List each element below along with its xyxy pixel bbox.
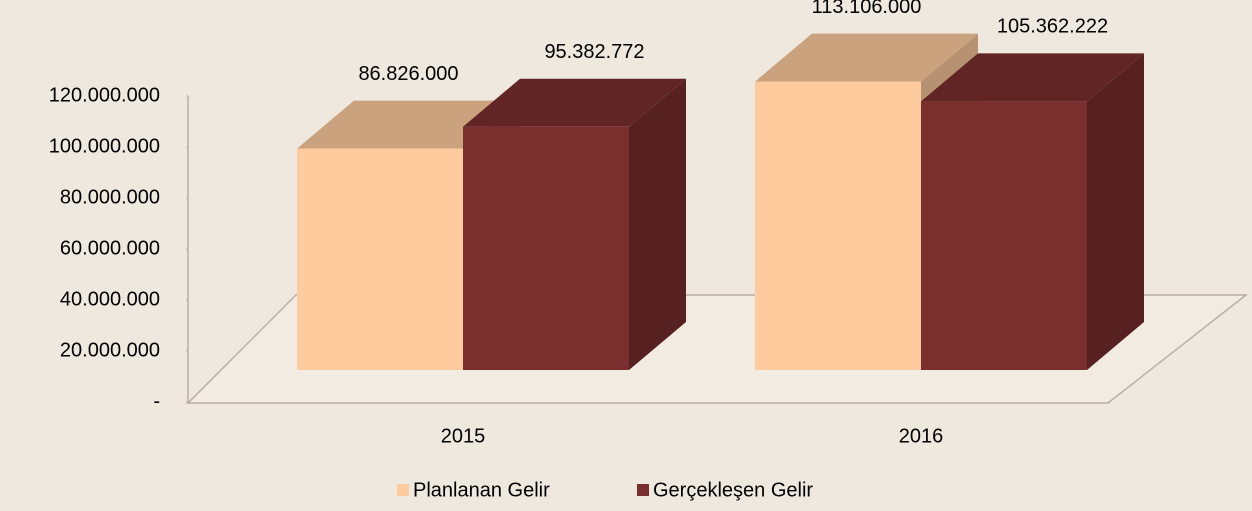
legend-swatch	[637, 484, 649, 496]
y-tick-label: 100.000.000	[49, 135, 160, 157]
y-tick-label: 120.000.000	[49, 84, 160, 106]
y-tick-label: -	[153, 390, 160, 412]
bar	[755, 81, 921, 370]
data-label: 95.382.772	[544, 41, 644, 63]
bar-top	[463, 78, 686, 127]
bar-side	[629, 78, 686, 371]
y-tick-label: 20.000.000	[60, 339, 160, 361]
data-label: 86.826.000	[358, 63, 458, 85]
x-tick-label: 2015	[441, 425, 486, 447]
bar	[921, 101, 1087, 371]
legend-label: Gerçekleşen Gelir	[653, 479, 813, 501]
data-label: 113.106.000	[812, 0, 922, 18]
y-tick-label: 60.000.000	[60, 237, 160, 259]
bar-top	[921, 53, 1144, 102]
legend-swatch	[397, 484, 409, 496]
data-label: 105.362.222	[997, 16, 1108, 38]
bar-top	[755, 33, 978, 82]
bar-side	[1087, 53, 1144, 371]
bar	[297, 148, 463, 370]
x-tick-label: 2016	[899, 425, 944, 447]
legend-label: Planlanan Gelir	[413, 479, 550, 501]
bar	[463, 126, 629, 371]
y-tick-label: 80.000.000	[60, 186, 160, 208]
y-tick-label: 40.000.000	[60, 288, 160, 310]
